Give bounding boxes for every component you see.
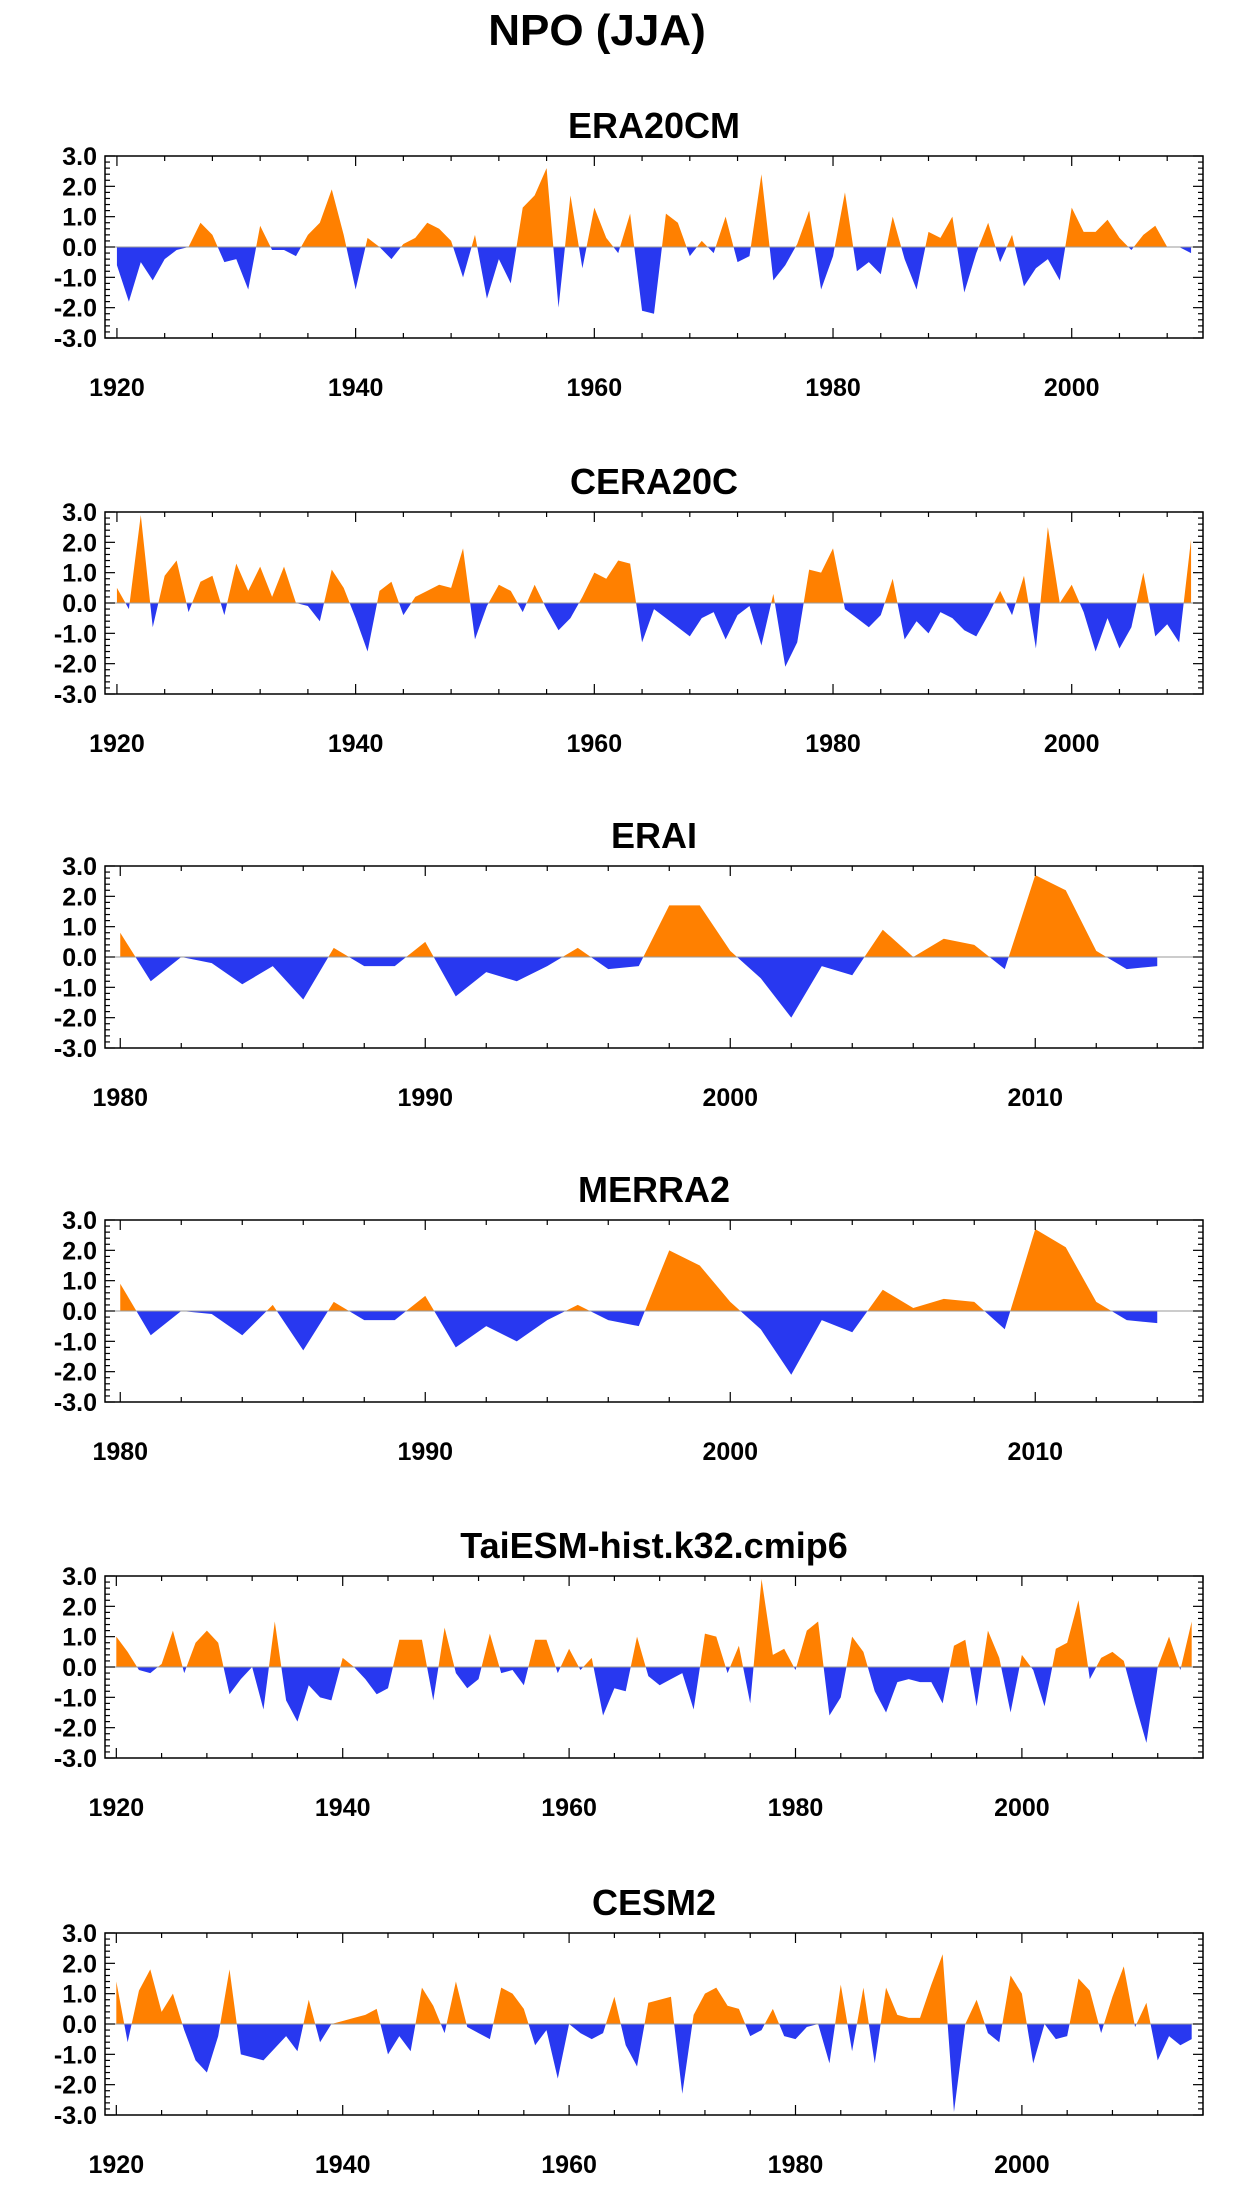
x-tick-label: 1980 xyxy=(92,1084,148,1112)
panel-taiesm-hist-k32-cmip6: TaiESM-hist.k32.cmip6 -3.0-2.0 -1.00.01.0 2… xyxy=(54,1525,1204,1822)
y-tick-label: -3.0 xyxy=(54,1035,97,1063)
y-tick-label: 3.0 xyxy=(62,143,97,171)
y-tick-label: 2.0 xyxy=(62,1950,97,1978)
negative-area xyxy=(116,1667,1192,1743)
x-tick-label: 2010 xyxy=(1007,1438,1063,1466)
x-tick-label: 1920 xyxy=(89,1794,145,1822)
y-tick-label: -2.0 xyxy=(54,1715,97,1743)
y-tick-label: 1.0 xyxy=(62,1268,97,1296)
y-tick-label: -3.0 xyxy=(54,1389,97,1417)
x-tick-label: 1940 xyxy=(315,1794,371,1822)
y-tick-label: 2.0 xyxy=(62,1593,97,1621)
negative-area xyxy=(120,1311,1158,1375)
x-tick-label: 1940 xyxy=(315,2151,371,2179)
y-tick-label: -1.0 xyxy=(54,2041,97,2069)
x-tick-label: 2010 xyxy=(1007,1084,1063,1112)
x-tick-label: 1960 xyxy=(567,730,623,758)
y-tick-label: 3.0 xyxy=(62,1563,97,1591)
y-tick-label: 0.0 xyxy=(62,944,97,972)
y-tick-label: -2.0 xyxy=(54,2072,97,2100)
y-tick-label: 3.0 xyxy=(62,1207,97,1235)
y-tick-label: -3.0 xyxy=(54,2102,97,2130)
negative-area xyxy=(116,603,1192,667)
y-tick-label: 1.0 xyxy=(62,560,97,588)
x-tick-label: 1940 xyxy=(328,730,384,758)
x-tick-label: 1990 xyxy=(397,1438,453,1466)
y-tick-label: 0.0 xyxy=(62,590,97,618)
x-tick-label: 2000 xyxy=(994,1794,1050,1822)
y-tick-label: -2.0 xyxy=(54,651,97,679)
y-tick-label: -1.0 xyxy=(54,1684,97,1712)
x-tick-label: 1980 xyxy=(805,730,861,758)
y-tick-label: 0.0 xyxy=(62,234,97,262)
negative-area xyxy=(120,957,1158,1018)
x-tick-label: 1980 xyxy=(768,1794,824,1822)
x-tick-label: 1980 xyxy=(768,2151,824,2179)
y-tick-label: -1.0 xyxy=(54,620,97,648)
y-tick-label: 2.0 xyxy=(62,529,97,557)
x-tick-label: 1920 xyxy=(89,730,145,758)
y-tick-label: 1.0 xyxy=(62,204,97,232)
positive-area xyxy=(116,1954,1192,2024)
x-tick-label: 1920 xyxy=(89,374,145,402)
positive-area xyxy=(120,875,1158,957)
panel-cesm2: CESM2 -3.0-2.0 -1.00.01.0 2.03.0 1920 1940 196… xyxy=(54,1882,1204,2179)
y-tick-label: 3.0 xyxy=(62,499,97,527)
y-tick-label: 0.0 xyxy=(62,2011,97,2039)
x-tick-label: 2000 xyxy=(1044,374,1100,402)
panel-era20cm: ERA20CM -3.0-2.0 -1.00.01.0 2.03.0 1920 1940 1… xyxy=(54,105,1204,402)
panel-title: ERAI xyxy=(611,815,697,856)
panel-title: ERA20CM xyxy=(568,105,740,146)
y-tick-label: -3.0 xyxy=(54,1745,97,1773)
x-tick-label: 2000 xyxy=(1044,730,1100,758)
x-tick-label: 1940 xyxy=(328,374,384,402)
positive-area xyxy=(116,1579,1192,1667)
y-tick-label: -1.0 xyxy=(54,974,97,1002)
x-tick-label: 2000 xyxy=(702,1084,758,1112)
x-tick-label: 1960 xyxy=(567,374,623,402)
panel-erai: ERAI -3.0-2.0 -1.00.01.0 2.03.0 1980 1990 2000… xyxy=(54,815,1204,1112)
panel-merra2: MERRA2 -3.0-2.0 -1.00.01.0 2.03.0 1980 1990 20… xyxy=(54,1169,1204,1466)
y-tick-label: -3.0 xyxy=(54,681,97,709)
y-tick-label: 0.0 xyxy=(62,1654,97,1682)
y-tick-label: 3.0 xyxy=(62,1920,97,1948)
y-tick-label: -3.0 xyxy=(54,325,97,353)
y-tick-label: -2.0 xyxy=(54,1359,97,1387)
y-tick-label: -1.0 xyxy=(54,1328,97,1356)
panel-title: CERA20C xyxy=(570,461,738,502)
y-tick-label: -2.0 xyxy=(54,295,97,323)
y-tick-label: 1.0 xyxy=(62,914,97,942)
panel-title: MERRA2 xyxy=(578,1169,730,1210)
negative-area xyxy=(116,247,1192,314)
panel-title: CESM2 xyxy=(592,1882,716,1923)
positive-area xyxy=(116,168,1192,247)
positive-area xyxy=(120,1229,1158,1311)
x-tick-label: 1960 xyxy=(541,2151,597,2179)
y-tick-label: -2.0 xyxy=(54,1005,97,1033)
panel-cera20c: CERA20C -3.0-2.0 -1.00.01.0 2.03.0 1920 1940 1… xyxy=(54,461,1204,758)
figure-title: NPO (JJA) xyxy=(488,6,706,55)
y-tick-label: 2.0 xyxy=(62,883,97,911)
positive-area xyxy=(116,515,1192,603)
y-tick-label: 3.0 xyxy=(62,853,97,881)
y-tick-label: 0.0 xyxy=(62,1298,97,1326)
x-tick-label: 1980 xyxy=(805,374,861,402)
panel-title: TaiESM-hist.k32.cmip6 xyxy=(460,1525,847,1566)
x-tick-label: 1990 xyxy=(397,1084,453,1112)
negative-area xyxy=(116,2024,1192,2112)
y-tick-label: 2.0 xyxy=(62,173,97,201)
x-tick-label: 1980 xyxy=(92,1438,148,1466)
x-tick-label: 1960 xyxy=(541,1794,597,1822)
y-tick-label: -1.0 xyxy=(54,264,97,292)
y-tick-label: 1.0 xyxy=(62,1624,97,1652)
x-tick-label: 2000 xyxy=(994,2151,1050,2179)
x-tick-label: 1920 xyxy=(89,2151,145,2179)
y-tick-label: 2.0 xyxy=(62,1237,97,1265)
x-tick-label: 2000 xyxy=(702,1438,758,1466)
y-tick-label: 1.0 xyxy=(62,1981,97,2009)
